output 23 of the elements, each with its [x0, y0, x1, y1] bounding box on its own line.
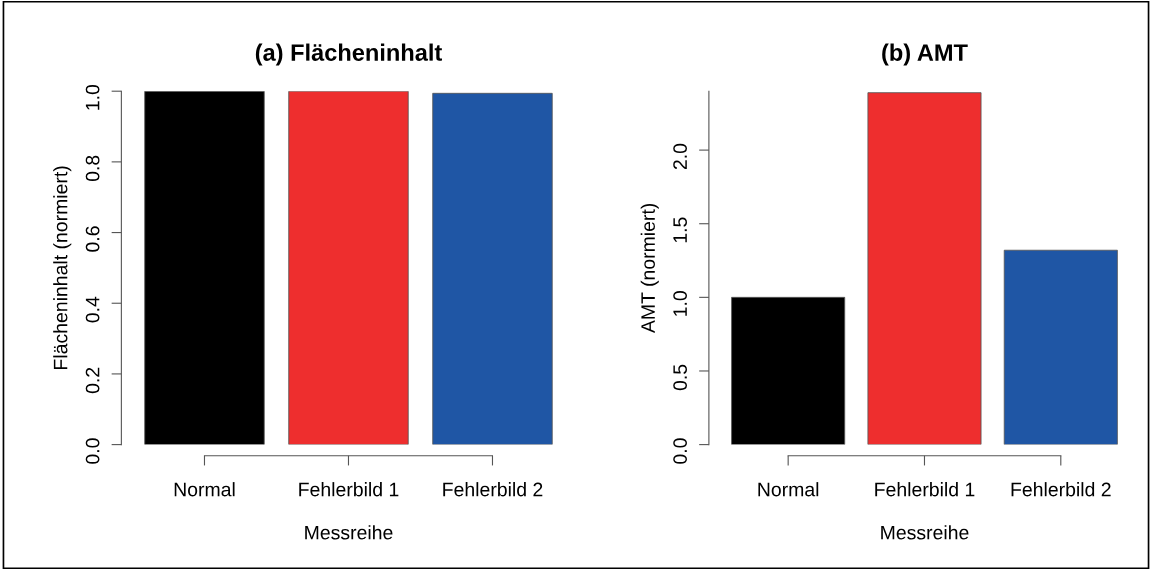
- chart-title: (b) AMT: [882, 43, 968, 66]
- x-tick-label: Fehlerbild 1: [299, 482, 399, 497]
- y-tick-label: 0.5: [673, 364, 687, 391]
- y-tick-label: 2.0: [673, 143, 687, 170]
- y-axis-title: AMT (normiert): [640, 203, 659, 334]
- y-tick-label: 0.4: [85, 296, 100, 323]
- y-axis-title: Flächeninhalt (normiert): [53, 166, 72, 369]
- x-tick-label: Normal: [174, 482, 235, 497]
- y-tick-label: 0.6: [85, 226, 100, 252]
- x-tick-label: Fehlerbild 1: [875, 482, 975, 497]
- y-tick-label: 0.8: [85, 155, 100, 182]
- y-tick-label: 1.0: [673, 291, 687, 316]
- x-tick-label: Fehlerbild 2: [1011, 482, 1111, 497]
- y-tick-label: 0.0: [673, 438, 687, 464]
- chart-title: (a) Flächeninhalt: [255, 43, 442, 66]
- x-tick-label: Fehlerbild 2: [443, 482, 543, 497]
- x-axis-title: Messreihe: [305, 525, 393, 540]
- x-tick-label: Normal: [758, 482, 819, 497]
- y-tick-label: 0.2: [85, 367, 100, 394]
- y-tick-label: 1.0: [85, 84, 100, 110]
- x-axis-title: Messreihe: [881, 525, 969, 540]
- y-tick-label: 1.5: [673, 217, 687, 243]
- y-tick-label: 0.0: [85, 438, 100, 464]
